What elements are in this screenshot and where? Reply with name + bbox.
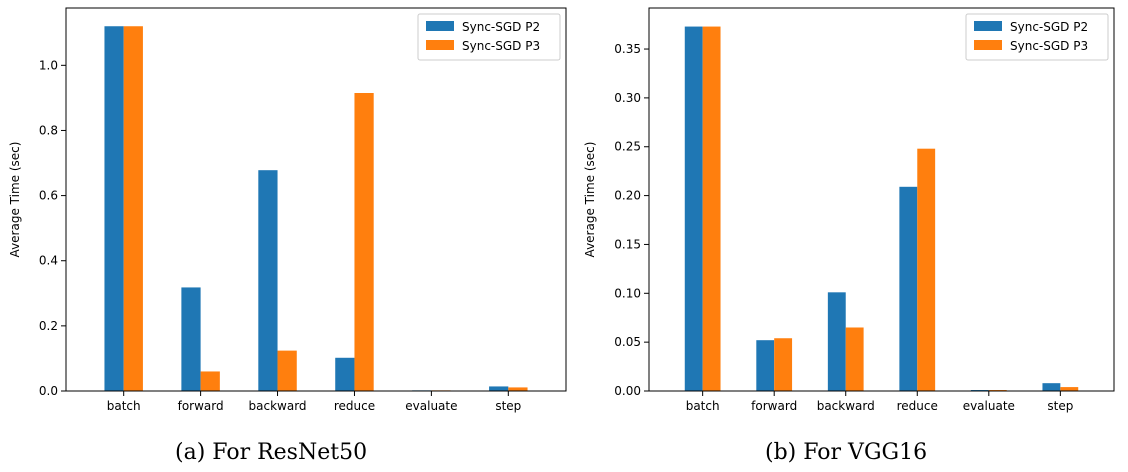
bar-forward-series-1 (181, 287, 201, 391)
axes-frame (648, 7, 1115, 392)
x-tick-label-reduce: reduce (334, 399, 375, 413)
bar-reduce-series-2 (354, 93, 374, 391)
y-tick-label: 0.25 (614, 140, 641, 154)
chart-resnet50: batch forward backward reduce evaluate step 0.… (8, 7, 567, 413)
y-tick-label: 0.15 (614, 237, 641, 251)
bar-batch-series-1 (104, 26, 124, 392)
bar-reduce-series-2 (917, 148, 936, 391)
bar-step-series-2 (508, 387, 528, 391)
y-axis-label: Average Time (sec) (8, 142, 22, 258)
y-tick-label: 0.10 (614, 286, 641, 300)
y-tick-label: 0.30 (614, 91, 641, 105)
x-tick-label-batch: batch (107, 399, 141, 413)
bar-reduce-series-1 (899, 186, 918, 391)
x-tick-label-forward: forward (178, 399, 224, 413)
legend: Sync-SGD P2 Sync-SGD P3 (417, 13, 561, 61)
y-tick-label: 0.35 (614, 42, 641, 56)
bar-step-series-2 (1060, 387, 1079, 391)
y-tick-label: 0.0 (39, 384, 58, 398)
bar-forward-series-1 (756, 340, 775, 391)
axes-frame (65, 7, 567, 392)
legend-label-2: Sync-SGD P3 (462, 39, 540, 53)
bar-step-series-1 (489, 386, 509, 391)
caption-vgg16: (b) For VGG16 (765, 440, 928, 465)
x-tick-label-evaluate: evaluate (963, 399, 1015, 413)
x-tick-label-step: step (495, 399, 521, 413)
legend-label-1: Sync-SGD P2 (1010, 20, 1088, 34)
x-tick-label-evaluate: evaluate (405, 399, 457, 413)
legend: Sync-SGD P2 Sync-SGD P3 (965, 13, 1109, 61)
bar-step-series-1 (1042, 383, 1061, 391)
legend-swatch-1 (426, 21, 454, 31)
bar-forward-series-2 (200, 371, 220, 391)
y-tick-label: 1.0 (39, 58, 58, 72)
bar-forward-series-2 (774, 338, 793, 391)
bar-backward-series-2 (845, 327, 864, 391)
x-tick-label-backward: backward (249, 399, 307, 413)
bar-batch-series-2 (702, 26, 721, 392)
y-tick-label: 0.2 (39, 319, 58, 333)
bar-reduce-series-1 (335, 357, 355, 391)
legend-swatch-2 (426, 40, 454, 50)
legend-label-2: Sync-SGD P3 (1010, 39, 1088, 53)
x-tick-label-backward: backward (817, 399, 875, 413)
chart-vgg16: batch forward backward reduce evaluate step 0.… (583, 7, 1115, 413)
bar-backward-series-1 (827, 292, 846, 391)
y-tick-label: 0.20 (614, 189, 641, 203)
legend-label-1: Sync-SGD P2 (462, 20, 540, 34)
x-tick-label-reduce: reduce (897, 399, 938, 413)
caption-resnet50: (a) For ResNet50 (175, 440, 368, 465)
legend-swatch-1 (974, 21, 1002, 31)
y-tick-label: 0.4 (39, 254, 58, 268)
y-tick-label: 0.6 (39, 189, 58, 203)
x-tick-label-batch: batch (686, 399, 720, 413)
x-tick-label-step: step (1047, 399, 1073, 413)
y-axis-label: Average Time (sec) (583, 142, 597, 258)
y-tick-label: 0.8 (39, 123, 58, 137)
legend-swatch-2 (974, 40, 1002, 50)
bar-backward-series-1 (258, 170, 278, 391)
bar-backward-series-2 (277, 350, 297, 391)
bar-batch-series-1 (684, 26, 703, 392)
bar-batch-series-2 (123, 26, 143, 392)
y-tick-label: 0.00 (614, 384, 641, 398)
y-tick-label: 0.05 (614, 335, 641, 349)
x-tick-label-forward: forward (751, 399, 797, 413)
